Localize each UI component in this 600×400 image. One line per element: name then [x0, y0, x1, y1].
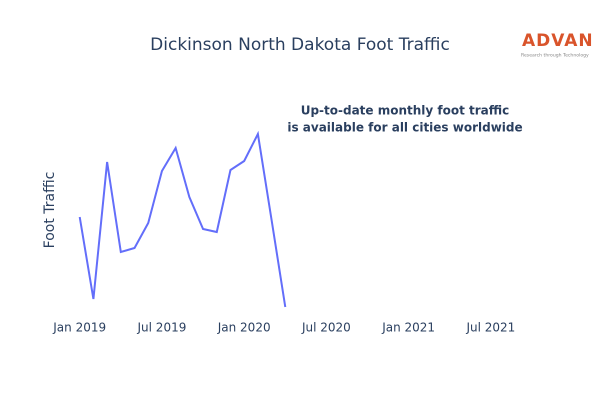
x-tick-label: Jan 2019: [52, 321, 106, 335]
logo: ADVAN: [522, 31, 594, 51]
x-tick-label: Jul 2021: [465, 321, 515, 335]
annotation: is available for all cities worldwide: [287, 121, 522, 135]
x-tick-label: Jan 2020: [217, 321, 271, 335]
y-axis-label: Foot Traffic: [42, 172, 58, 249]
line-series: [78, 130, 287, 308]
chart-title: Dickinson North Dakota Foot Traffic: [150, 35, 450, 55]
x-tick-label: Jul 2019: [137, 321, 187, 335]
annotation: Up-to-date monthly foot traffic: [301, 104, 510, 118]
x-tick-label: Jan 2021: [381, 321, 435, 335]
x-tick-label: Jul 2020: [301, 321, 351, 335]
logo-tagline: Research through Technology: [521, 53, 589, 59]
